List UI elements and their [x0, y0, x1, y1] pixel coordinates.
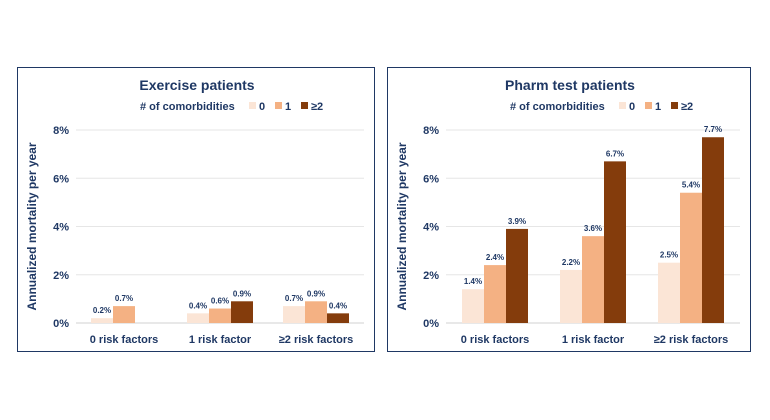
y-tick-label: 6% — [53, 173, 69, 185]
legend-swatch-0 — [249, 102, 256, 109]
legend-swatch-1 — [275, 102, 282, 109]
bar — [462, 289, 484, 323]
data-label: 0.7% — [285, 294, 303, 303]
bar — [604, 161, 626, 323]
x-tick-label: 1 risk factor — [562, 334, 625, 346]
y-axis-label: Annualized mortality per year — [25, 142, 39, 310]
x-tick-label: 1 risk factor — [189, 334, 252, 346]
x-tick-label: ≥2 risk factors — [654, 334, 729, 346]
data-label: 0.7% — [115, 294, 133, 303]
chart-panel-pharm: Pharm test patients # of comorbidities 0 1 ≥… — [387, 67, 751, 352]
bar — [283, 306, 305, 323]
bar — [506, 228, 528, 323]
y-tick-label: 8% — [53, 125, 69, 137]
legend-label-0: 0 — [259, 101, 265, 113]
bar — [231, 301, 253, 323]
data-label: 0.4% — [329, 301, 347, 310]
chart-pharm-svg: Pharm test patients # of comorbidities 0 1 ≥… — [395, 77, 740, 346]
data-label: 2.5% — [660, 251, 678, 260]
bar — [327, 313, 349, 323]
legend-swatch-2 — [671, 102, 678, 109]
data-label: 0.4% — [189, 301, 207, 310]
bar — [187, 313, 209, 323]
data-label: 0.6% — [211, 297, 229, 306]
chart-title: Pharm test patients — [505, 77, 635, 93]
y-tick-label: 6% — [423, 173, 439, 185]
y-tick-label: 2% — [423, 270, 439, 282]
data-label: 3.6% — [584, 224, 602, 233]
y-tick-label: 0% — [423, 318, 439, 330]
legend-title: # of comorbidities — [140, 101, 235, 113]
bar — [582, 236, 604, 323]
legend-swatch-2 — [301, 102, 308, 109]
data-label: 5.4% — [682, 181, 700, 190]
y-tick-label: 8% — [423, 125, 439, 137]
bar — [484, 265, 506, 323]
chart-title: Exercise patients — [139, 77, 254, 93]
legend-swatch-0 — [619, 102, 626, 109]
bar — [560, 269, 582, 323]
legend-label-1: 1 — [285, 101, 291, 113]
legend-label-2: ≥2 — [311, 101, 323, 113]
bar — [209, 308, 231, 323]
legend-label-0: 0 — [629, 101, 635, 113]
bar — [702, 137, 724, 323]
bar — [305, 301, 327, 323]
legend-label-1: 1 — [655, 101, 661, 113]
data-label: 0.2% — [93, 306, 111, 315]
chart-exercise-svg: Exercise patients # of comorbidities 0 1 ≥2 0… — [25, 77, 364, 346]
data-label: 6.7% — [606, 149, 624, 158]
data-label: 0.9% — [307, 289, 325, 298]
bar — [658, 262, 680, 323]
y-tick-label: 0% — [53, 318, 69, 330]
y-tick-label: 2% — [53, 270, 69, 282]
y-tick-label: 4% — [423, 222, 439, 234]
y-tick-label: 4% — [53, 222, 69, 234]
data-label: 7.7% — [704, 125, 722, 134]
legend-title: # of comorbidities — [510, 101, 605, 113]
data-label: 0.9% — [233, 289, 251, 298]
x-tick-label: ≥2 risk factors — [279, 334, 354, 346]
data-label: 3.9% — [508, 217, 526, 226]
data-label: 2.2% — [562, 258, 580, 267]
x-tick-label: 0 risk factors — [90, 334, 158, 346]
bar — [680, 192, 702, 323]
data-label: 1.4% — [464, 277, 482, 286]
bar — [91, 318, 113, 323]
bar — [113, 306, 135, 323]
legend-label-2: ≥2 — [681, 101, 693, 113]
data-label: 2.4% — [486, 253, 504, 262]
legend-swatch-1 — [645, 102, 652, 109]
x-tick-label: 0 risk factors — [461, 334, 529, 346]
y-axis-label: Annualized mortality per year — [395, 142, 409, 310]
chart-panel-exercise: Exercise patients # of comorbidities 0 1 ≥2 0… — [17, 67, 375, 352]
